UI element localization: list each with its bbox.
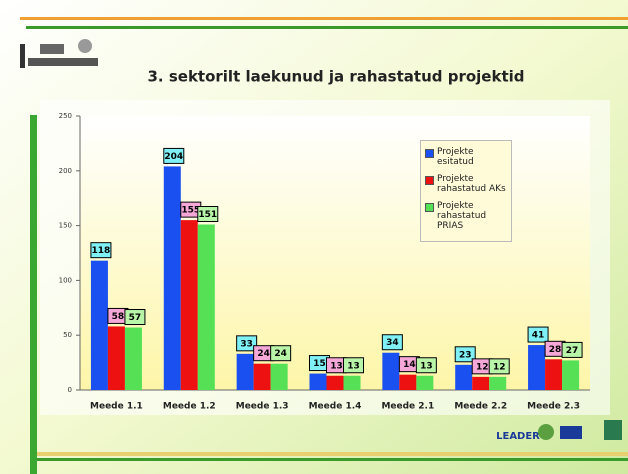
value-label: 151 (198, 210, 217, 220)
value-label: 204 (164, 152, 183, 162)
value-label: 14 (403, 360, 416, 370)
value-label: 33 (240, 339, 253, 349)
legend-swatch (425, 203, 434, 212)
logo (20, 39, 98, 68)
value-label: 118 (92, 246, 111, 256)
y-tick-label: 200 (59, 167, 72, 175)
legend-item: Projekte esitatud (425, 147, 507, 167)
x-tick-label: Meede 1.1 (90, 402, 143, 412)
top-rule (20, 17, 628, 20)
value-label: 27 (566, 346, 579, 356)
y-tick-label: 250 (59, 112, 72, 120)
leader-text: LEADER (496, 431, 540, 442)
value-label: 41 (532, 331, 545, 341)
bar (253, 363, 271, 390)
value-label-box (415, 357, 437, 374)
bar (163, 166, 181, 390)
x-tick-label: Meede 2.3 (527, 402, 580, 412)
left-bar (30, 115, 37, 474)
bar (528, 345, 546, 390)
legend-item: Projekte rahastatud PRIAS (425, 201, 507, 231)
value-label: 24 (257, 349, 270, 359)
bar (270, 363, 288, 390)
bar (326, 375, 344, 390)
bar (562, 360, 580, 390)
bar (455, 364, 473, 390)
bar (90, 260, 108, 390)
x-tick-label: Meede 1.3 (236, 402, 289, 412)
legend-label: Projekte esitatud (437, 147, 474, 167)
x-tick-label: Meede 2.1 (381, 402, 434, 412)
bar (399, 374, 417, 390)
plot-area (80, 116, 590, 390)
bar (197, 224, 215, 390)
bar (107, 326, 125, 390)
bar (309, 373, 327, 390)
legend: Projekte esitatud Projekte rahastatud AKs… (420, 140, 512, 242)
value-label-box (454, 346, 476, 363)
bar (343, 375, 361, 390)
value-label-box (343, 357, 364, 374)
value-label: 23 (459, 350, 472, 360)
value-label: 155 (181, 206, 200, 216)
legend-label: Projekte rahastatud PRIAS (437, 201, 487, 231)
value-label-box (124, 309, 146, 326)
value-label: 24 (274, 349, 287, 359)
bar (489, 376, 507, 390)
value-label: 13 (420, 361, 433, 371)
bottom-rule-green (37, 458, 628, 461)
bottom-rule (37, 452, 628, 456)
value-label: 13 (347, 361, 360, 371)
bar (382, 352, 400, 390)
y-tick-label: 0 (68, 386, 72, 394)
y-tick-label: 100 (59, 276, 72, 284)
value-label: 28 (549, 345, 562, 355)
bar (180, 220, 198, 390)
value-label: 12 (476, 362, 489, 372)
value-label-box (527, 326, 549, 343)
y-tick-label: 50 (63, 331, 72, 339)
bar (416, 375, 434, 390)
value-label: 15 (313, 359, 326, 369)
x-tick-label: Meede 2.2 (454, 402, 507, 412)
value-label-box (163, 147, 185, 164)
bar (236, 353, 254, 390)
bar (545, 359, 563, 390)
value-label-box (270, 345, 292, 362)
value-label: 12 (493, 362, 506, 372)
value-label: 13 (330, 361, 343, 371)
value-label-box (197, 206, 219, 223)
x-tick-label: Meede 1.4 (309, 402, 362, 412)
value-label-box (381, 334, 403, 351)
value-label: 57 (129, 313, 142, 323)
value-label: 34 (386, 338, 399, 348)
value-label-box (236, 335, 258, 352)
legend-swatch (425, 176, 434, 185)
footer-logo: LEADER (496, 420, 622, 442)
legend-label: Projekte rahastatud AKs (437, 174, 506, 194)
legend-swatch (425, 149, 434, 158)
value-label-box (90, 242, 112, 259)
top-rule-green (26, 26, 628, 29)
legend-item: Projekte rahastatud AKs (425, 174, 507, 194)
value-label-box (488, 358, 510, 375)
y-tick-label: 150 (59, 222, 72, 230)
x-tick-label: Meede 1.2 (163, 402, 216, 412)
chart-title: 3. sektorilt laekunud ja rahastatud proj… (147, 68, 524, 86)
bar (124, 327, 142, 390)
value-label: 58 (112, 312, 125, 322)
value-label-box (561, 341, 583, 358)
bar (472, 376, 490, 390)
